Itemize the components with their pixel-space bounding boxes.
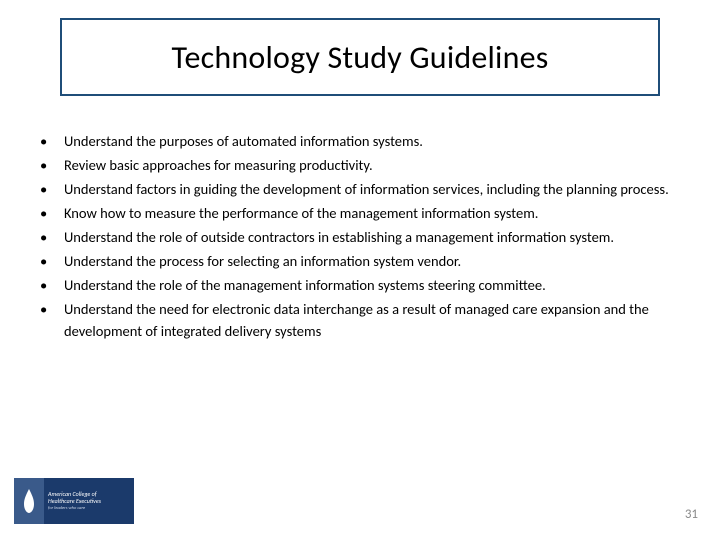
bullet-text: Understand the role of the management in… (64, 274, 684, 296)
bullet-icon: • (36, 178, 64, 200)
logo-line2: Healthcare Executives (44, 498, 101, 505)
bullet-text: Review basic approaches for measuring pr… (64, 154, 684, 176)
bullet-text: Understand the process for selecting an … (64, 250, 684, 272)
list-item: • Review basic approaches for measuring … (36, 154, 684, 176)
page-number: 31 (685, 507, 698, 522)
logo-tagline: for leaders who care (44, 505, 101, 512)
bullet-icon: • (36, 154, 64, 176)
bullet-icon: • (36, 298, 64, 320)
bullet-icon: • (36, 202, 64, 224)
bullet-icon: • (36, 226, 64, 248)
page-title: Technology Study Guidelines (172, 38, 549, 77)
list-item: • Know how to measure the performance of… (36, 202, 684, 224)
list-item: • Understand the role of the management … (36, 274, 684, 296)
logo-text: American College of Healthcare Executive… (44, 491, 101, 512)
bullet-icon: • (36, 250, 64, 272)
list-item: • Understand the process for selecting a… (36, 250, 684, 272)
bullet-text: Understand factors in guiding the develo… (64, 178, 684, 200)
bullet-text: Understand the need for electronic data … (64, 298, 684, 342)
list-item: • Understand factors in guiding the deve… (36, 178, 684, 200)
bullet-list: • Understand the purposes of automated i… (36, 130, 684, 344)
flame-icon (14, 478, 44, 524)
bullet-icon: • (36, 274, 64, 296)
bullet-text: Know how to measure the performance of t… (64, 202, 684, 224)
list-item: • Understand the role of outside contrac… (36, 226, 684, 248)
title-box: Technology Study Guidelines (60, 18, 660, 96)
footer-logo: American College of Healthcare Executive… (14, 478, 134, 524)
list-item: • Understand the purposes of automated i… (36, 130, 684, 152)
bullet-icon: • (36, 130, 64, 152)
bullet-text: Understand the purposes of automated inf… (64, 130, 684, 152)
list-item: • Understand the need for electronic dat… (36, 298, 684, 342)
bullet-text: Understand the role of outside contracto… (64, 226, 684, 248)
